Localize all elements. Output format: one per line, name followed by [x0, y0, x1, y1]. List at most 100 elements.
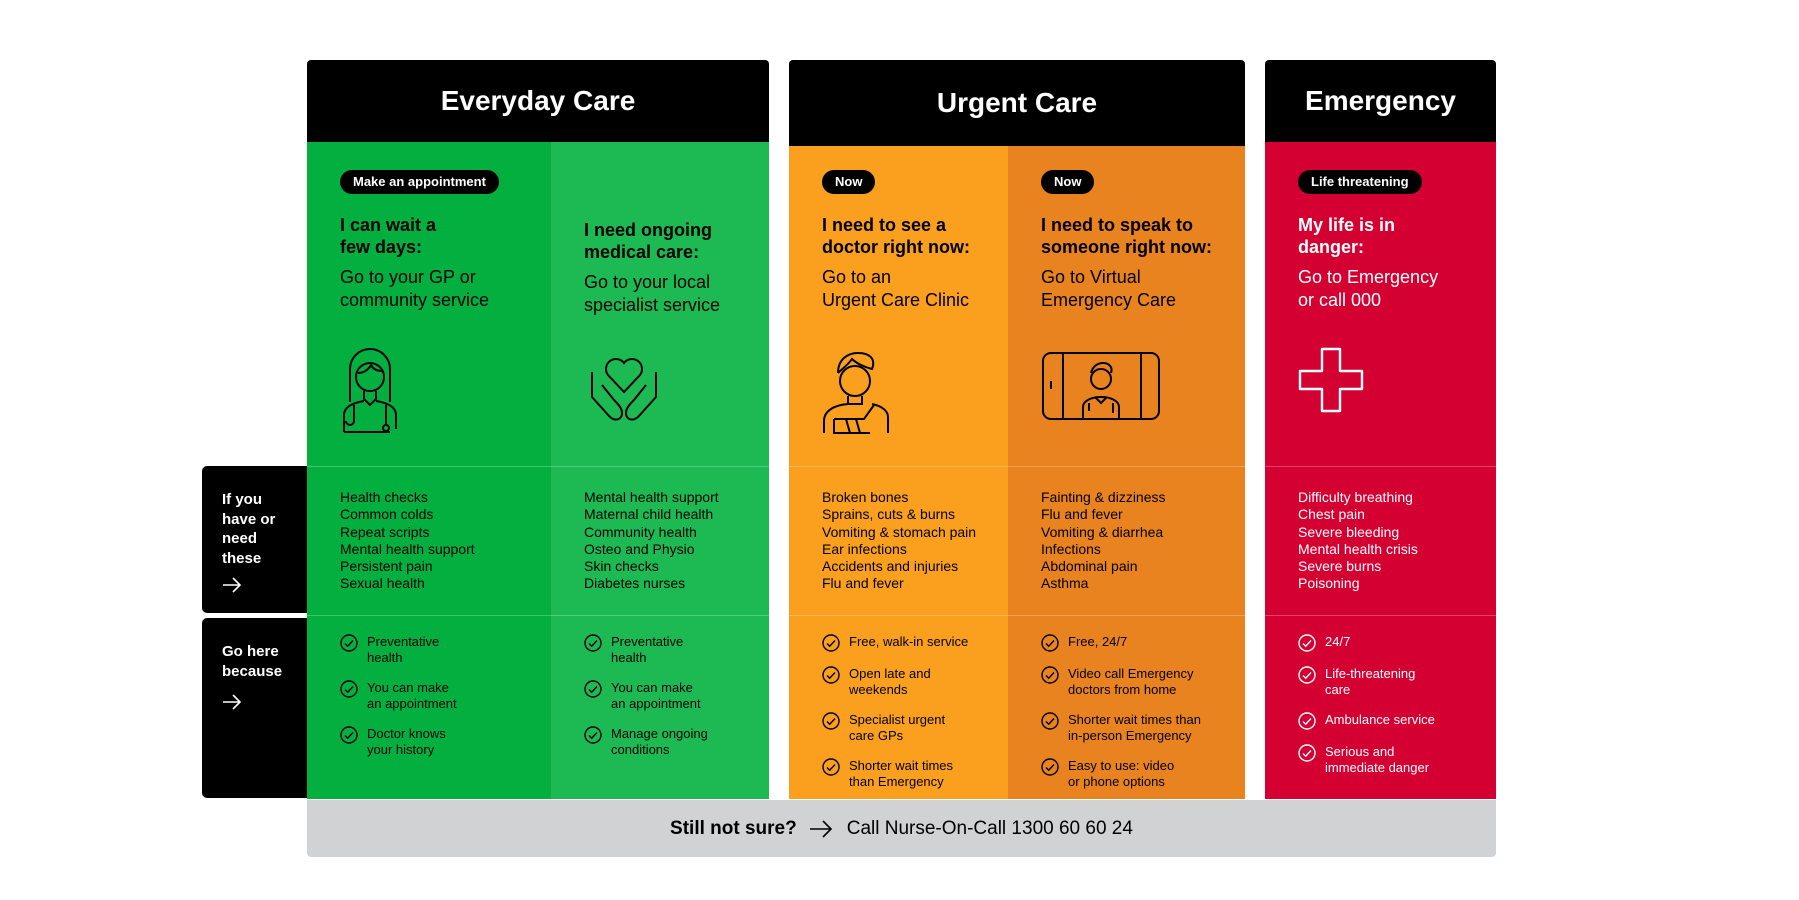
- condition-item: Skin checks: [584, 558, 659, 575]
- everyday-care-header: Everyday Care: [307, 60, 769, 142]
- condition-item: Sexual health: [340, 575, 425, 592]
- column-heading: My life is in danger:: [1298, 215, 1396, 257]
- condition-item: Chest pain: [1298, 506, 1365, 523]
- check-circle-icon: [1298, 744, 1316, 762]
- badge: Make an appointment: [340, 170, 499, 194]
- column-urgent-virtual: Now I need to speak to someone right now:…: [1008, 146, 1245, 799]
- video-call-doctor-icon: [1041, 351, 1161, 426]
- heart-hands-icon: [584, 347, 664, 432]
- reason-item: Specialist urgent care GPs: [822, 712, 998, 744]
- condition-item: Diabetes nurses: [584, 575, 686, 592]
- column-subtext: Go to Emergency or call 000: [1298, 267, 1439, 310]
- condition-item: Ear infections: [822, 540, 907, 557]
- check-circle-icon: [1041, 758, 1059, 776]
- condition-item: Common colds: [340, 506, 434, 523]
- side-label-go-here: Go here because: [202, 618, 307, 798]
- emergency-header: Emergency: [1265, 60, 1496, 142]
- reason-text: You can make an appointment: [611, 680, 701, 711]
- reason-text: Serious and immediate danger: [1325, 744, 1430, 775]
- condition-item: Poisoning: [1298, 575, 1360, 592]
- condition-item: Health checks: [340, 489, 428, 505]
- conditions-list: Broken bones Sprains, cuts & burns Vomitin…: [789, 467, 1008, 616]
- urgent-care-header: Urgent Care: [789, 60, 1245, 146]
- reason-text: Doctor knows your history: [367, 726, 446, 757]
- reason-item: Free, 24/7: [1041, 634, 1235, 652]
- reason-item: Video call Emergency doctors from home: [1041, 666, 1235, 698]
- reason-item: Serious and immediate danger: [1298, 744, 1486, 776]
- check-circle-icon: [1298, 712, 1316, 730]
- reason-item: Shorter wait times than Emergency: [822, 758, 998, 790]
- reasons-list: Preventative health You can make an appoi…: [307, 616, 551, 758]
- reason-item: Life-threatening care: [1298, 666, 1486, 698]
- check-circle-icon: [340, 680, 358, 698]
- condition-item: Sprains, cuts & burns: [822, 506, 956, 523]
- conditions-list: Health checks Common colds Repeat scripts M…: [307, 467, 551, 616]
- reason-text: Ambulance service: [1325, 712, 1435, 727]
- badge: Life threatening: [1298, 170, 1422, 194]
- reason-item: Easy to use: video or phone options: [1041, 758, 1235, 790]
- reason-text: Easy to use: video or phone options: [1068, 758, 1175, 789]
- check-circle-icon: [584, 726, 602, 744]
- column-subtext: Go to your GP or community service: [340, 267, 490, 310]
- condition-item: Vomiting & stomach pain: [822, 523, 977, 540]
- arrow-right-icon: [809, 819, 832, 838]
- check-circle-icon: [340, 726, 358, 744]
- arrow-right-icon: [223, 577, 242, 593]
- reason-text: Manage ongoing conditions: [611, 726, 708, 757]
- condition-item: Severe burns: [1298, 558, 1382, 575]
- reason-text: Shorter wait times than Emergency: [849, 758, 954, 789]
- condition-item: Abdominal pain: [1041, 558, 1138, 575]
- doctor-woman-icon: [340, 347, 400, 442]
- column-subtext: Go to Virtual Emergency Care: [1041, 267, 1177, 310]
- condition-item: Fainting & dizziness: [1041, 489, 1166, 505]
- column-everyday-specialist: I need ongoing medical care: Go to your l…: [551, 142, 769, 799]
- badge: Now: [822, 170, 876, 194]
- column-everyday-gp: Make an appointment I can wait a few days…: [307, 142, 551, 799]
- condition-item: Persistent pain: [340, 558, 433, 575]
- reason-item: Open late and weekends: [822, 666, 998, 698]
- column-urgent-clinic: Now I need to see a doctor right now: Go t…: [789, 146, 1008, 799]
- medical-cross-icon: [1298, 347, 1364, 418]
- condition-item: Osteo and Physio: [584, 540, 695, 557]
- condition-item: Broken bones: [822, 489, 909, 505]
- reason-item: Preventative health: [584, 634, 759, 666]
- check-circle-icon: [1041, 634, 1059, 652]
- check-circle-icon: [822, 666, 840, 684]
- reasons-list: Preventative health You can make an appoi…: [551, 616, 769, 758]
- reason-text: Specialist urgent care GPs: [849, 712, 946, 743]
- reason-item: You can make an appointment: [340, 680, 541, 712]
- column-heading: I need ongoing medical care:: [584, 220, 712, 262]
- nurse-on-call-link[interactable]: Call Nurse-On-Call 1300 60 60 24: [846, 817, 1133, 839]
- check-circle-icon: [584, 680, 602, 698]
- condition-item: Accidents and injuries: [822, 558, 959, 575]
- reason-text: Shorter wait times than in-person Emerge…: [1068, 712, 1201, 743]
- reasons-list: 24/7 Life-threatening care Ambulance servi…: [1265, 616, 1496, 776]
- condition-item: Repeat scripts: [340, 523, 430, 540]
- reason-text: Free, walk-in service: [849, 634, 969, 649]
- reason-item: Shorter wait times than in-person Emerge…: [1041, 712, 1235, 744]
- reason-text: You can make an appointment: [367, 680, 457, 711]
- side-label-have-or-need: If you have or need these: [202, 466, 307, 613]
- reason-item: Ambulance service: [1298, 712, 1486, 730]
- reason-text: Free, 24/7: [1068, 634, 1128, 649]
- check-circle-icon: [340, 634, 358, 652]
- condition-item: Community health: [584, 523, 697, 540]
- conditions-list: Fainting & dizziness Flu and fever Vomitin…: [1008, 467, 1245, 616]
- check-circle-icon: [822, 758, 840, 776]
- side-label-text: Go here because: [222, 643, 283, 680]
- reason-item: You can make an appointment: [584, 680, 759, 712]
- check-circle-icon: [822, 634, 840, 652]
- reason-text: Preventative health: [367, 634, 440, 665]
- footer-question: Still not sure?: [670, 817, 797, 839]
- column-subtext: Go to an Urgent Care Clinic: [822, 267, 970, 310]
- condition-item: Difficulty breathing: [1298, 489, 1413, 505]
- reason-text: 24/7: [1325, 634, 1351, 649]
- condition-item: Mental health support: [340, 540, 475, 557]
- reason-item: Preventative health: [340, 634, 541, 666]
- column-heading: I need to see a doctor right now:: [822, 215, 970, 257]
- conditions-list: Difficulty breathing Chest pain Severe ble…: [1265, 467, 1496, 616]
- condition-item: Flu and fever: [1041, 506, 1123, 523]
- condition-item: Infections: [1041, 540, 1101, 557]
- header-title: Everyday Care: [440, 85, 636, 116]
- condition-item: Mental health crisis: [1298, 540, 1418, 557]
